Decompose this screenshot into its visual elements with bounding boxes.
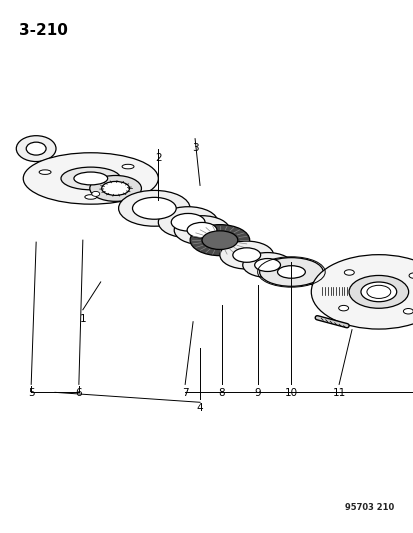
Ellipse shape [122,164,134,169]
Text: 9: 9 [254,389,260,398]
Text: 3: 3 [191,143,198,152]
Ellipse shape [254,259,280,271]
Ellipse shape [61,167,120,190]
Ellipse shape [202,231,237,249]
Ellipse shape [348,276,408,308]
Ellipse shape [132,197,176,219]
Ellipse shape [158,207,217,238]
Ellipse shape [92,191,100,196]
Ellipse shape [402,309,412,314]
Ellipse shape [277,266,305,278]
Ellipse shape [259,257,323,286]
Ellipse shape [23,153,158,204]
Text: 10: 10 [284,389,297,398]
Text: 2: 2 [154,152,161,163]
Ellipse shape [187,222,216,238]
Ellipse shape [344,270,354,275]
Ellipse shape [90,175,141,201]
Ellipse shape [74,172,107,185]
Ellipse shape [366,285,390,298]
Ellipse shape [190,224,249,256]
Ellipse shape [219,241,273,269]
Ellipse shape [232,248,260,262]
Text: 8: 8 [218,389,225,398]
Text: 11: 11 [332,389,345,398]
Text: 7: 7 [181,389,188,398]
Polygon shape [286,267,338,293]
Text: 5: 5 [28,389,34,398]
Ellipse shape [171,213,204,231]
Ellipse shape [338,305,348,311]
Text: 6: 6 [75,389,82,398]
Ellipse shape [102,181,129,196]
Ellipse shape [85,195,97,199]
Ellipse shape [360,282,396,302]
Ellipse shape [408,273,413,278]
Text: 95703 210: 95703 210 [344,503,394,512]
Polygon shape [318,286,350,300]
Ellipse shape [16,136,56,161]
Ellipse shape [174,216,229,245]
Text: 1: 1 [79,314,86,324]
Ellipse shape [118,190,190,226]
Text: 3-210: 3-210 [19,23,68,38]
Ellipse shape [311,255,413,329]
Ellipse shape [242,253,292,278]
Ellipse shape [26,142,46,155]
Text: 4: 4 [196,403,203,413]
Ellipse shape [39,170,51,174]
